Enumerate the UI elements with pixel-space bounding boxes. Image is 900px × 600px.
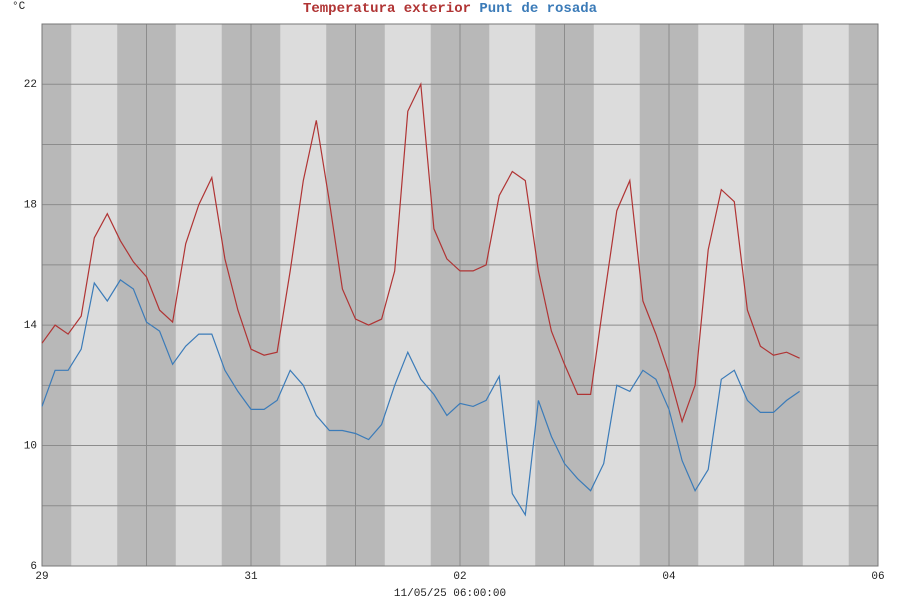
- daylight-band: [71, 24, 118, 566]
- daylight-band: [802, 24, 849, 566]
- daylight-band: [593, 24, 640, 566]
- x-tick-label: 02: [453, 571, 466, 583]
- daylight-band: [698, 24, 745, 566]
- legend-entry: Temperatura exterior: [303, 1, 471, 17]
- plot-area: [41, 23, 879, 567]
- y-tick-label: 18: [24, 200, 37, 212]
- x-tick-label: 29: [35, 571, 48, 583]
- series-line: [41, 279, 800, 517]
- x-axis-label: 11/05/25 06:00:00: [394, 588, 506, 600]
- legend-entry: Punt de rosada: [479, 1, 597, 17]
- daylight-band: [175, 24, 222, 566]
- daylight-band: [489, 24, 536, 566]
- series-line: [41, 81, 800, 424]
- x-tick-label: 31: [244, 571, 258, 583]
- y-axis-label: °C: [12, 1, 26, 13]
- y-tick-label: 14: [24, 320, 38, 332]
- daylight-band: [384, 24, 431, 566]
- legend: Temperatura exterior Punt de rosada: [303, 1, 598, 17]
- daylight-band: [280, 24, 327, 566]
- y-tick-label: 22: [24, 79, 37, 91]
- y-tick-label: 10: [24, 440, 37, 452]
- x-tick-label: 04: [662, 571, 676, 583]
- y-tick-label: 6: [30, 561, 37, 573]
- x-tick-label: 06: [871, 571, 884, 583]
- plot-border: [41, 23, 879, 567]
